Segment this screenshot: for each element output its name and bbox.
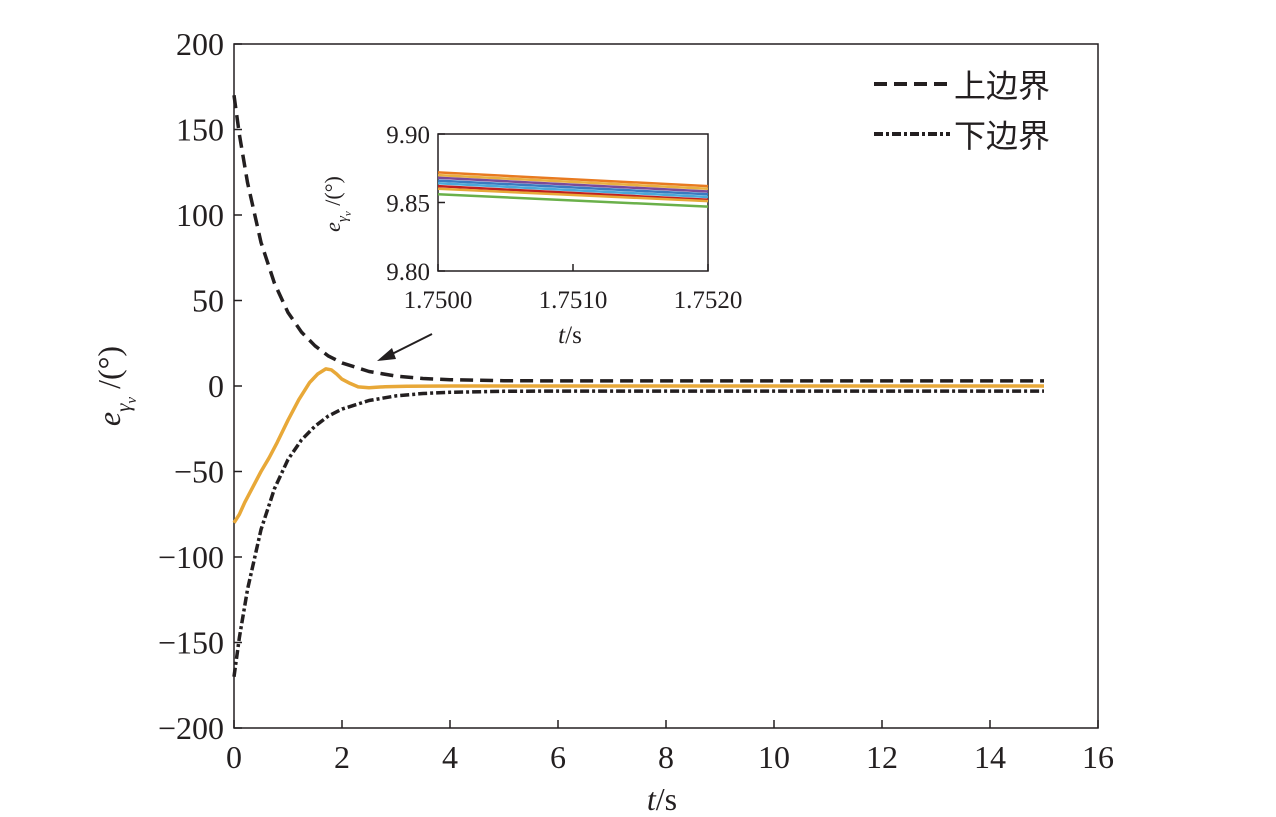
- inset-y-axis-label: eγv /(°): [320, 176, 354, 232]
- inset-y-axis-label-var: e: [320, 222, 345, 232]
- inset-y-tick-label: 9.85: [386, 191, 430, 218]
- main-x-axis-label: t/s: [647, 781, 677, 817]
- main-y-tick-label: −200: [158, 710, 224, 746]
- main-x-tick-label: 14: [974, 739, 1006, 775]
- main-y-axis-label: eγv /(°): [91, 346, 140, 426]
- main-x-tick-label: 10: [758, 739, 790, 775]
- legend-upper-label: 上边界: [954, 67, 1050, 105]
- inset-plot-frame: [437, 133, 709, 272]
- svg-text:eγv /(°): eγv /(°): [91, 346, 140, 426]
- main-y-axis-label-sub: γ: [111, 403, 135, 412]
- inset-y-tick-label: 9.80: [386, 259, 430, 286]
- main-x-tick-labels: 0 2 4 6 8 10 12 14 16: [226, 739, 1114, 775]
- main-x-axis-label-var: t: [647, 781, 657, 817]
- main-y-axis-label-subsub: v: [124, 397, 140, 404]
- inset-x-tick-label: 1.7510: [539, 287, 608, 314]
- inset-series-line-4: [437, 179, 709, 196]
- main-series-line-3: [232, 367, 1044, 524]
- main-tick-marks: [233, 43, 1099, 729]
- main-y-tick-label: −100: [158, 539, 224, 575]
- main-x-tick-label: 0: [226, 739, 242, 775]
- main-x-axis-label-unit: /s: [656, 781, 677, 817]
- inset-series-line-3: [437, 176, 709, 193]
- inset-series-line-7: [437, 187, 709, 203]
- main-y-tick-label: −50: [174, 454, 224, 490]
- main-x-tick-label: 4: [442, 739, 458, 775]
- main-y-tick-label: 200: [176, 26, 224, 62]
- inset-x-tick-label: 1.7520: [674, 287, 743, 314]
- inset-tick-marks: [437, 133, 709, 272]
- inset-series-line-6: [437, 184, 709, 202]
- legend: 上边界 下边界: [874, 67, 1050, 155]
- main-y-tick-label: 50: [192, 283, 224, 319]
- main-y-tick-label: 0: [208, 368, 224, 404]
- main-y-tick-label: 150: [176, 112, 224, 148]
- inset-series-line-1: [437, 171, 709, 188]
- inset-y-axis-label-sub: γ: [335, 215, 351, 222]
- main-series-line-1: [232, 95, 1044, 383]
- inset-y-axis-label-subsub: v: [342, 211, 354, 216]
- inset-y-tick-labels: 9.80 9.85 9.90: [386, 122, 430, 286]
- legend-lower-label: 下边界: [954, 117, 1050, 155]
- main-y-tick-label: 100: [176, 197, 224, 233]
- zoom-arrow: [377, 333, 433, 361]
- inset-x-tick-label: 1.7500: [404, 287, 473, 314]
- zoom-arrow-shaft: [389, 333, 433, 356]
- inset-series-line-5: [437, 182, 709, 199]
- main-series-line-2: [232, 389, 1044, 677]
- main-y-axis-label-unit: /(°): [91, 346, 127, 397]
- inset-series-line-8: [437, 193, 709, 208]
- main-x-tick-label: 6: [550, 739, 566, 775]
- inset-x-tick-labels: 1.7500 1.7510 1.7520: [404, 287, 743, 314]
- inset-x-axis-label-unit: /s: [565, 322, 582, 349]
- inset-y-axis-label-unit: /(°): [320, 176, 345, 211]
- main-y-tick-label: −150: [158, 625, 224, 661]
- main-x-tick-label: 2: [334, 739, 350, 775]
- inset-y-tick-label: 9.90: [386, 122, 430, 149]
- inset-series-line-2: [437, 173, 709, 191]
- main-y-tick-labels: −200 −150 −100 −50 0 50 100 150 200: [158, 26, 224, 746]
- inset-series-group: [437, 171, 709, 208]
- inset-x-axis-label: t/s: [558, 322, 582, 349]
- main-series-group: [232, 95, 1044, 677]
- svg-text:eγv /(°): eγv /(°): [320, 176, 354, 232]
- main-x-tick-label: 8: [658, 739, 674, 775]
- zoom-arrow-head: [377, 348, 396, 361]
- main-x-tick-label: 12: [866, 739, 898, 775]
- main-y-axis-label-var: e: [91, 412, 127, 426]
- inset-x-axis-label-var: t: [558, 322, 566, 349]
- main-x-tick-label: 16: [1082, 739, 1114, 775]
